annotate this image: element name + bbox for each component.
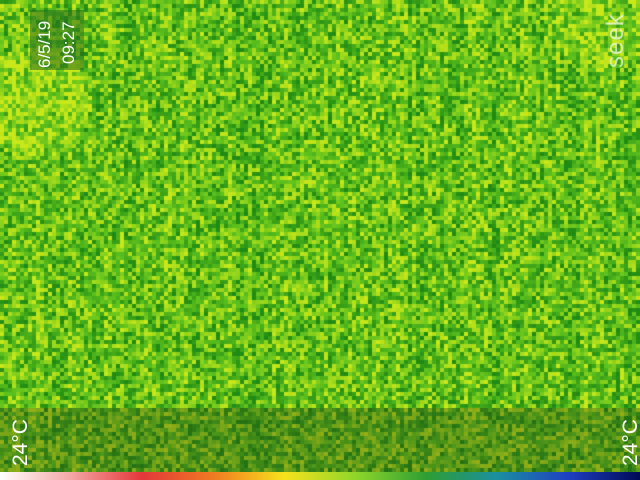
timestamp-box [30, 10, 84, 70]
max-temperature-label: 24°C [619, 419, 640, 466]
brand-logo: seek [602, 13, 629, 68]
min-temperature-label: 24°C [9, 419, 32, 466]
color-scale-bar [0, 472, 640, 480]
temperature-band [0, 408, 640, 472]
time-label: 09:27 [59, 21, 78, 64]
date-label: 6/5/19 [35, 20, 54, 68]
